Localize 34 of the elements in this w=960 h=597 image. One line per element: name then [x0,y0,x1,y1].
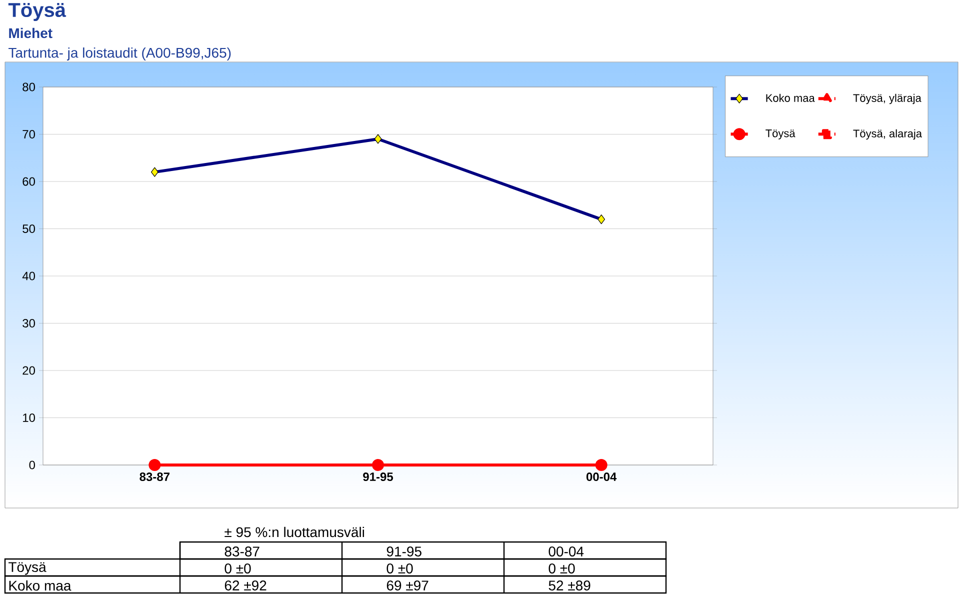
legend-label: Töysä, alaraja [853,129,922,140]
y-tick-label: 50 [22,224,36,233]
point [148,458,161,471]
y-tick-label: 20 [22,366,36,375]
data-label: 69 ±97 [386,580,428,590]
data-label: 62 ±92 [224,580,266,590]
x-tick-label: 83-87 [140,472,170,482]
legend-label: Töysä [766,130,796,140]
x-tick-label: 91-95 [363,472,394,482]
chart-subtitle: Miehet [9,28,52,38]
data-label: 0 ±0 [224,564,251,574]
y-tick-label: 30 [22,319,36,328]
category-label: 83-87 [224,546,260,556]
y-tick-label: 0 [29,460,36,470]
text: Tartunta- ja loistaudit (A00-B99,J65) [8,47,231,61]
data-label: 0 ±0 [386,564,413,574]
point [595,458,608,471]
legend-label: Töysä, yläraja [853,94,922,104]
x-tick-label: 00-04 [586,472,617,482]
data-label: 52 ±89 [548,580,590,590]
text: Töysä [8,562,46,575]
text: Koko maa [9,580,72,591]
legend-label: Koko maa [766,94,815,102]
category-label: 91-95 [386,546,422,556]
y-tick-label: 80 [22,82,36,92]
text: ± 95 %:n luottamusväli [224,526,364,538]
point [372,458,384,471]
chart-title: Töysä [8,2,66,21]
y-tick-label: 40 [22,272,36,280]
y-tick-label: 10 [23,414,36,422]
y-tick-label: 60 [22,177,36,186]
category-label: 00-04 [548,546,584,556]
data-label: 0 ±0 [548,564,575,574]
y-tick-label: 70 [22,130,36,138]
